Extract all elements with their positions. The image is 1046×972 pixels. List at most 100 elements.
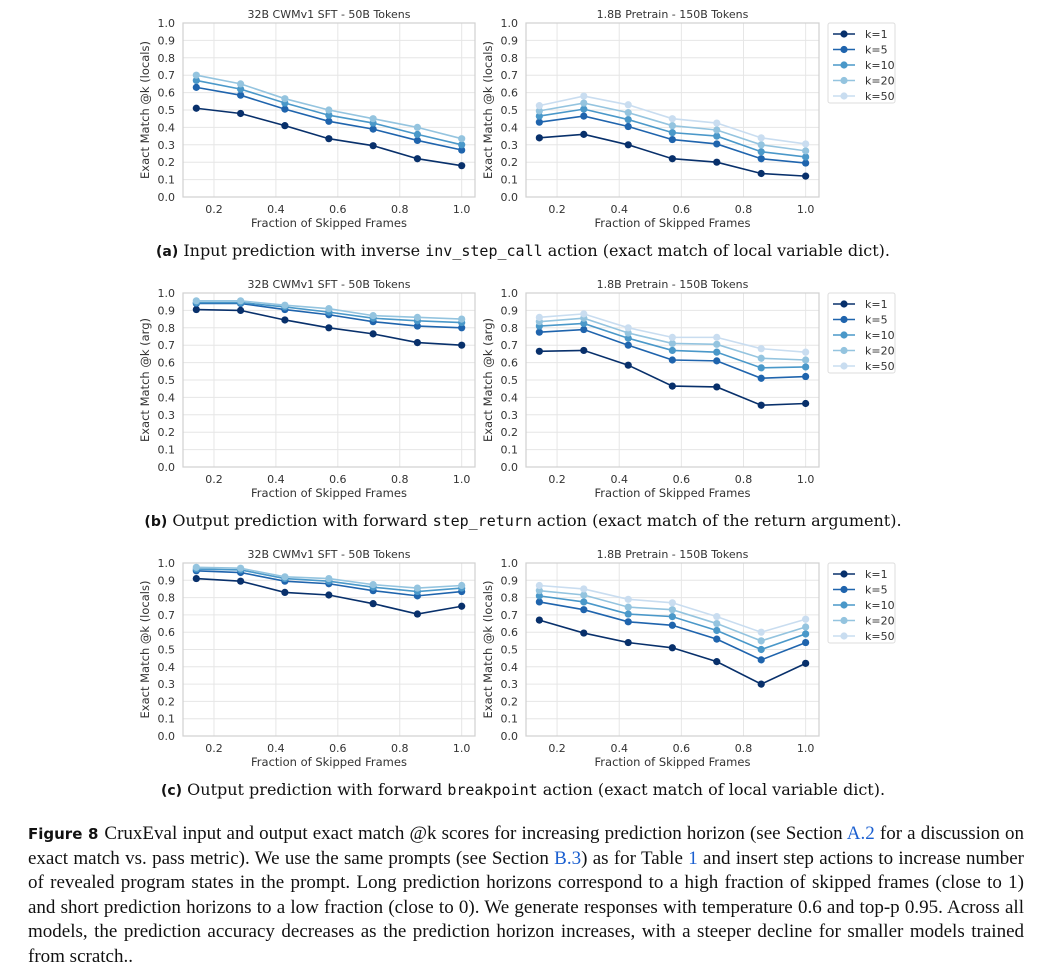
y-tick-label: 0.2: [501, 156, 519, 169]
data-point-k=10: [458, 141, 466, 149]
legend-marker-icon: [840, 315, 848, 324]
figure-label: Figure 8: [28, 825, 99, 843]
chart-a-left: 0.0 0.1 0.2 0.3 0.4 0.5 0.6 0.7 0.8 0.9 1.0 0.2 0.4 0…: [138, 8, 476, 230]
y-tick-label: 0.2: [501, 426, 519, 439]
data-point-k=50: [757, 628, 765, 636]
data-point-k=20: [325, 574, 333, 583]
data-point-k=10: [624, 610, 632, 618]
y-tick-label: 0.8: [501, 592, 519, 605]
data-point-k=1: [236, 577, 245, 585]
data-point-k=10: [713, 626, 721, 635]
subcaption-b: (b) Output prediction with forward step_…: [0, 511, 1046, 530]
data-point-k=10: [192, 76, 200, 85]
x-tick-label: 0.4: [267, 742, 285, 755]
legend-marker-icon: [840, 92, 848, 100]
data-point-k=10: [713, 132, 721, 140]
legend-marker-icon: [840, 362, 848, 370]
chart-c-left: 0.0 0.1 0.2 0.3 0.4 0.5 0.6 0.7 0.8 0.9 1.0 0.2 0.4 0…: [138, 548, 476, 769]
data-point-k=20: [281, 573, 289, 581]
section-link[interactable]: B.3: [554, 847, 582, 869]
x-tick-label: 1.0: [453, 203, 471, 216]
y-tick-label: 0.3: [501, 139, 519, 152]
y-tick-label: 1.0: [501, 17, 519, 30]
data-point-k=20: [236, 297, 245, 305]
data-point-k=1: [369, 330, 377, 338]
legend-label: k=20: [865, 615, 895, 628]
data-point-k=50: [802, 615, 810, 623]
y-tick-label: 0.1: [158, 444, 176, 457]
x-tick-label: 0.6: [673, 203, 691, 216]
legend-marker-icon: [840, 45, 848, 54]
data-point-k=50: [535, 102, 543, 110]
y-tick-label: 0.6: [501, 357, 519, 370]
data-point-k=1: [668, 382, 676, 390]
data-point-k=1: [535, 347, 543, 355]
data-point-k=1: [580, 130, 588, 138]
data-point-k=1: [713, 658, 721, 666]
x-axis-label: Fraction of Skipped Frames: [251, 486, 407, 500]
data-point-k=10: [668, 346, 676, 355]
data-point-k=1: [757, 169, 765, 178]
data-point-k=50: [624, 324, 632, 332]
data-point-k=20: [325, 305, 333, 313]
subcaption-text: Input prediction with inverse: [183, 241, 426, 260]
chart-title: 32B CWMv1 SFT - 50B Tokens: [248, 278, 411, 291]
legend-label: k=1: [865, 298, 888, 311]
chart-c-right: 0.0 0.1 0.2 0.3 0.4 0.5 0.6 0.7 0.8 0.9 1.0 0.2 0.4 0…: [481, 548, 896, 769]
data-point-k=1: [281, 122, 289, 130]
x-tick-label: 0.4: [610, 473, 628, 486]
y-tick-label: 0.3: [501, 409, 519, 422]
legend-label: k=20: [865, 345, 895, 358]
plot-frame: [525, 292, 820, 468]
data-point-k=1: [802, 172, 810, 180]
data-point-k=1: [580, 346, 588, 355]
x-axis-label: Fraction of Skipped Frames: [251, 216, 407, 230]
chart-title: 32B CWMv1 SFT - 50B Tokens: [248, 548, 411, 561]
plot-frame: [525, 22, 820, 198]
data-point-k=1: [713, 383, 721, 391]
chart-title: 1.8B Pretrain - 150B Tokens: [597, 548, 749, 561]
y-tick-label: 0.5: [158, 644, 176, 657]
section-link[interactable]: A.2: [846, 823, 875, 844]
data-point-k=50: [624, 101, 632, 109]
data-point-k=5: [802, 372, 810, 381]
legend-label: k=50: [865, 360, 895, 373]
figure-svg: 0.0 0.1 0.2 0.3 0.4 0.5 0.6 0.7 0.8 0.9 1.0 0.2 0.4 0…: [138, 8, 896, 769]
y-tick-label: 0.1: [158, 713, 176, 726]
y-tick-label: 0.0: [158, 730, 176, 743]
y-tick-label: 0.2: [158, 426, 176, 439]
x-tick-label: 0.4: [610, 742, 628, 755]
legend-label: k=5: [865, 314, 888, 327]
data-point-k=10: [580, 598, 588, 606]
data-point-k=1: [802, 659, 810, 667]
data-point-k=5: [580, 606, 588, 614]
data-point-k=10: [535, 112, 543, 120]
x-tick-label: 0.8: [391, 473, 409, 486]
legend-label: k=1: [865, 28, 888, 41]
subcaption-label: (c): [160, 783, 183, 799]
subcaption-text: action (exact match of local variable di…: [537, 780, 886, 799]
y-tick-label: 1.0: [501, 287, 519, 300]
data-point-k=20: [413, 123, 422, 131]
legend-marker-icon: [840, 570, 848, 578]
data-point-k=10: [580, 319, 588, 328]
legend-label: k=50: [865, 90, 895, 103]
table-link[interactable]: 1: [688, 847, 698, 869]
y-tick-label: 0.9: [501, 304, 519, 317]
data-point-k=50: [535, 313, 543, 321]
data-point-k=20: [757, 141, 765, 149]
y-tick-label: 0.6: [158, 626, 176, 639]
legend-label: k=5: [865, 44, 888, 57]
data-point-k=20: [757, 354, 765, 362]
x-tick-label: 0.6: [673, 473, 691, 486]
y-tick-label: 0.6: [501, 626, 519, 639]
y-tick-label: 0.9: [158, 574, 176, 587]
data-point-k=1: [281, 588, 289, 597]
legend-marker-icon: [840, 61, 848, 69]
legend-label: k=10: [865, 59, 895, 72]
data-point-k=20: [802, 147, 810, 155]
y-tick-label: 0.4: [501, 121, 519, 134]
data-point-k=50: [580, 585, 588, 593]
y-tick-label: 0.3: [501, 678, 519, 691]
data-point-k=10: [757, 148, 765, 156]
